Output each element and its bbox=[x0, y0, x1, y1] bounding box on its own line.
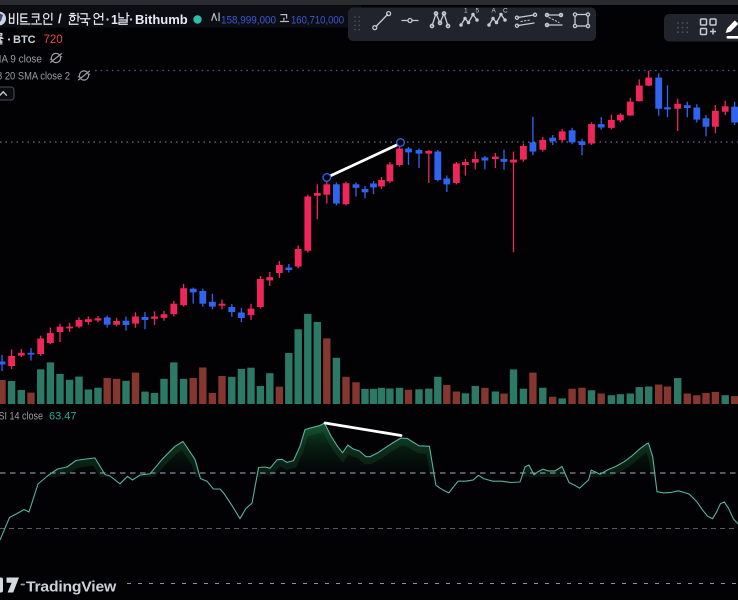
svg-text:A: A bbox=[492, 8, 497, 15]
svg-text:Bithumb: Bithumb bbox=[135, 12, 188, 27]
svg-text:RSI 14 close: RSI 14 close bbox=[0, 411, 43, 423]
svg-text:1: 1 bbox=[111, 13, 118, 27]
svg-text:1: 1 bbox=[464, 8, 468, 15]
svg-text:C: C bbox=[503, 8, 508, 15]
svg-text:/: / bbox=[58, 11, 62, 26]
svg-text:TradingView: TradingView bbox=[26, 579, 116, 596]
svg-text:5: 5 bbox=[476, 8, 480, 15]
svg-text:160,710,000: 160,710,000 bbox=[291, 15, 344, 27]
svg-text:158,999,000: 158,999,000 bbox=[221, 15, 276, 27]
svg-text:3 20 SMA close 2: 3 20 SMA close 2 bbox=[0, 71, 70, 83]
svg-text:63.47: 63.47 bbox=[49, 411, 77, 423]
svg-text:BTC: BTC bbox=[13, 34, 36, 46]
svg-text:MA 9 close: MA 9 close bbox=[0, 54, 42, 66]
svg-text:720: 720 bbox=[44, 34, 63, 46]
